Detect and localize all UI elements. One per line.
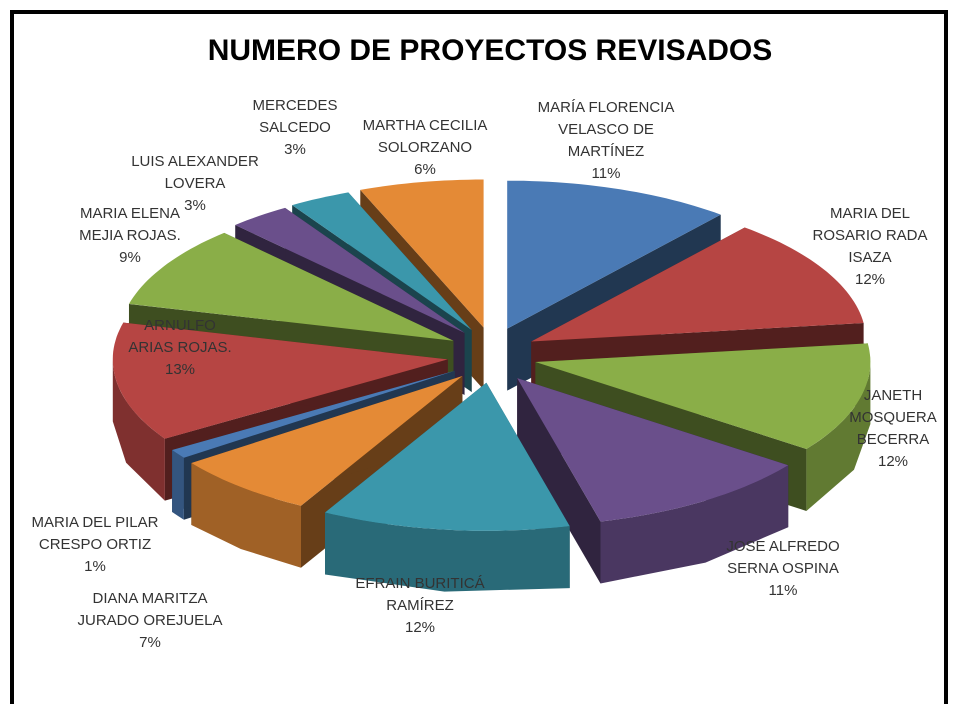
slice-top bbox=[112, 322, 448, 439]
label-value: 11% bbox=[592, 165, 621, 182]
label-line: VELASCO DE bbox=[558, 121, 654, 138]
label-line: SOLORZANO bbox=[378, 139, 472, 156]
data-label: MARÍA FLORENCIA VELASCO DE MARTÍNEZ 11% bbox=[538, 99, 675, 182]
chart-title: NUMERO DE PROYECTOS REVISADOS bbox=[208, 34, 773, 67]
slice-top bbox=[507, 180, 721, 329]
slice bbox=[517, 378, 789, 584]
slice bbox=[324, 382, 570, 592]
pie bbox=[112, 179, 871, 592]
label-line: ARNULFO bbox=[144, 317, 216, 334]
data-label: DIANA MARITZA JURADO OREJUELA 7% bbox=[77, 590, 222, 651]
label-value: 12% bbox=[405, 619, 435, 636]
data-label: ARNULFO ARIAS ROJAS. 13% bbox=[128, 317, 231, 378]
data-label: MARIA DEL PILAR CRESPO ORTIZ 1% bbox=[32, 514, 159, 575]
slice-top bbox=[172, 370, 455, 458]
slice-top bbox=[360, 179, 484, 328]
label-line: MARIA DEL PILAR bbox=[32, 514, 159, 531]
label-line: EFRAIN BURITICÁ bbox=[355, 575, 484, 592]
data-label: JANETH MOSQUERA BECERRA 12% bbox=[849, 387, 937, 470]
label-line: MARÍA FLORENCIA bbox=[538, 99, 675, 116]
data-label: MARTHA CECILIA SOLORZANO 6% bbox=[363, 117, 488, 178]
label-value: 13% bbox=[165, 361, 195, 378]
slice-side bbox=[517, 378, 601, 584]
label-line: CRESPO ORTIZ bbox=[39, 536, 151, 553]
slice-wall bbox=[806, 362, 871, 511]
label-value: 7% bbox=[139, 634, 161, 651]
label-value: 1% bbox=[84, 558, 106, 575]
label-line: SERNA OSPINA bbox=[727, 560, 839, 577]
slice-top bbox=[191, 376, 463, 506]
slice-top bbox=[535, 343, 871, 449]
label-line: ISAZA bbox=[848, 249, 891, 266]
data-label: MERCEDES SALCEDO 3% bbox=[252, 97, 337, 158]
label-line: BECERRA bbox=[857, 431, 930, 448]
label-line: JURADO OREJUELA bbox=[77, 612, 222, 629]
data-label: JOSE ALFREDO SERNA OSPINA 11% bbox=[726, 538, 839, 599]
slice-top bbox=[129, 232, 454, 341]
data-label: MARIA DEL ROSARIO RADA ISAZA 12% bbox=[812, 205, 927, 288]
labels: MARÍA FLORENCIA VELASCO DE MARTÍNEZ 11% MARI… bbox=[32, 97, 937, 651]
label-line: ROSARIO RADA bbox=[812, 227, 927, 244]
slice-top bbox=[325, 382, 570, 531]
slice-top bbox=[235, 207, 465, 333]
slice-top bbox=[517, 378, 789, 522]
label-value: 12% bbox=[878, 453, 908, 470]
label-line: MARTHA CECILIA bbox=[363, 117, 488, 134]
label-value: 6% bbox=[414, 161, 436, 178]
data-label: MARIA ELENA MEJIA ROJAS. 9% bbox=[79, 205, 181, 266]
label-line: MOSQUERA bbox=[849, 409, 937, 426]
slice-wall bbox=[600, 465, 789, 584]
label-value: 9% bbox=[119, 249, 141, 266]
label-line: LUIS ALEXANDER bbox=[131, 153, 259, 170]
slice-wall bbox=[112, 359, 165, 501]
slice-wall bbox=[325, 512, 570, 592]
label-value: 3% bbox=[284, 141, 306, 158]
label-line: MARIA DEL bbox=[830, 205, 910, 222]
label-line: JOSE ALFREDO bbox=[726, 538, 839, 555]
frame bbox=[10, 10, 948, 704]
label-line: MARIA ELENA bbox=[80, 205, 180, 222]
slice-top bbox=[292, 192, 472, 331]
slice-wall bbox=[191, 463, 301, 568]
label-line: MARTÍNEZ bbox=[568, 143, 644, 160]
label-line: RAMÍREZ bbox=[386, 597, 454, 614]
label-value: 12% bbox=[855, 271, 885, 288]
label-line: ARIAS ROJAS. bbox=[128, 339, 231, 356]
label-line: SALCEDO bbox=[259, 119, 331, 136]
slice-wall bbox=[172, 450, 184, 520]
label-line: LOVERA bbox=[165, 175, 226, 192]
label-line: DIANA MARITZA bbox=[92, 590, 207, 607]
data-label: LUIS ALEXANDER LOVERA 3% bbox=[131, 153, 259, 214]
label-line: MERCEDES bbox=[252, 97, 337, 114]
data-label: EFRAIN BURITICÁ RAMÍREZ 12% bbox=[355, 575, 484, 636]
slice-top bbox=[531, 227, 864, 342]
label-line: MEJIA ROJAS. bbox=[79, 227, 181, 244]
label-line: JANETH bbox=[864, 387, 922, 404]
label-value: 11% bbox=[769, 582, 798, 599]
label-value: 3% bbox=[184, 197, 206, 214]
